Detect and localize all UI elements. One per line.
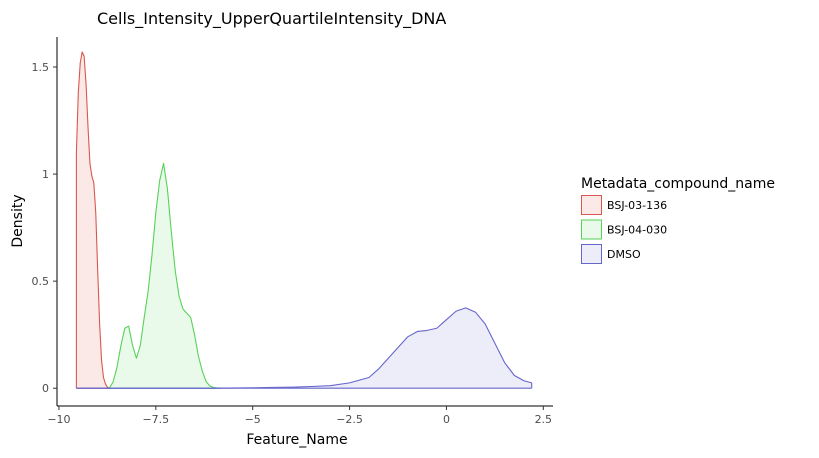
x-tick-label: −5 bbox=[245, 413, 261, 426]
x-tick-label: −7.5 bbox=[142, 413, 169, 426]
x-tick-label: −2.5 bbox=[336, 413, 363, 426]
y-tick-label: 1 bbox=[42, 168, 49, 181]
legend-swatch-dmso bbox=[581, 244, 602, 264]
chart-title: Cells_Intensity_UpperQuartileIntensity_D… bbox=[97, 9, 446, 29]
x-tick-label: 2.5 bbox=[535, 413, 553, 426]
x-axis-label: Feature_Name bbox=[246, 432, 347, 448]
density-fill-bsj-03-136 bbox=[76, 51, 110, 389]
y-tick-label: 0 bbox=[42, 382, 49, 395]
y-ticks: 0 0.5 1 1.5 bbox=[32, 61, 57, 395]
legend-label-bsj-03-136: BSJ-03-136 bbox=[607, 199, 667, 212]
legend: Metadata_compound_name BSJ-03-136 BSJ-04-… bbox=[581, 176, 775, 264]
y-axis-label: Density bbox=[10, 194, 26, 247]
legend-swatch-bsj-03-136 bbox=[581, 195, 602, 215]
y-tick-label: 0.5 bbox=[32, 275, 50, 288]
series-layer bbox=[75, 51, 533, 389]
legend-title: Metadata_compound_name bbox=[581, 176, 775, 192]
legend-label-dmso: DMSO bbox=[607, 248, 641, 261]
legend-label-bsj-04-030: BSJ-04-030 bbox=[607, 224, 667, 237]
x-tick-label: 0 bbox=[443, 413, 450, 426]
density-line-bsj-03-136 bbox=[75, 51, 110, 389]
legend-items: BSJ-03-136 BSJ-04-030 DMSO bbox=[581, 195, 667, 264]
density-line-dmso bbox=[76, 307, 533, 389]
legend-swatch-bsj-04-030 bbox=[581, 219, 602, 240]
y-tick-label: 1.5 bbox=[32, 61, 50, 74]
density-fill-dmso bbox=[76, 307, 532, 389]
x-tick-label: −10 bbox=[47, 413, 70, 426]
density-line-bsj-04-030 bbox=[108, 162, 222, 389]
x-ticks: −10 −7.5 −5 −2.5 0 2.5 bbox=[47, 406, 552, 426]
